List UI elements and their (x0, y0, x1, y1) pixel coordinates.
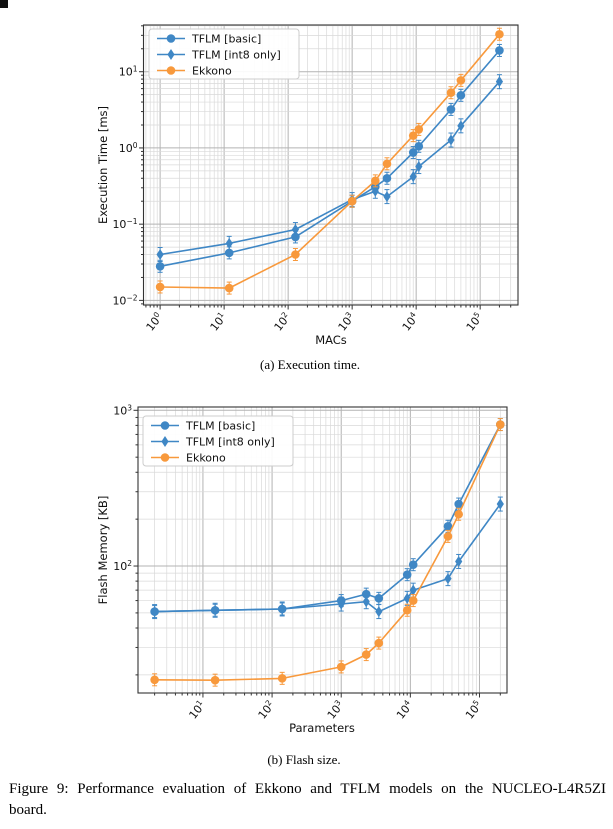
y-axis-label: Flash Memory [KB] (96, 496, 110, 605)
x-tick-label: 104 (399, 310, 422, 334)
subcaption-b: (b) Flash size. (267, 752, 341, 767)
x-axis-ticks (145, 305, 512, 310)
figure-caption: Figure 9: Performance evaluation of Ekko… (9, 779, 606, 820)
legend-label: Ekkono (186, 452, 226, 465)
y-tick-label: 10−1 (112, 217, 137, 231)
legend-label: TFLM [basic] (191, 33, 261, 46)
x-tick-label: 103 (324, 698, 347, 722)
x-tick-label: 101 (186, 698, 209, 722)
y-tick-label: 100 (119, 141, 138, 155)
x-tick-label: 105 (463, 310, 486, 334)
series-tflm-int8-only- (156, 74, 504, 262)
y-tick-label: 102 (113, 559, 132, 573)
y-tick-label: 101 (119, 65, 138, 79)
legend: TFLM [basic] TFLM [int8 only] Ekkono (148, 28, 300, 80)
page-corner-mark (0, 0, 8, 8)
x-tick-label: 105 (462, 698, 485, 722)
legend-label: Ekkono (192, 65, 232, 78)
subcaption-a: (a) Execution time. (260, 357, 360, 372)
x-tick-label: 103 (335, 310, 358, 334)
y-axis-ticks (133, 409, 138, 676)
execution-time-plot: 100 101 102 103 104 105 101 100 10−1 10−2 MACs Exec… (96, 24, 519, 347)
x-tick-label: 100 (143, 310, 166, 334)
x-axis-label: Parameters (289, 721, 355, 735)
legend-label: TFLM [int8 only] (191, 49, 281, 62)
plot-border (137, 406, 508, 694)
y-tick-label: 103 (113, 403, 132, 417)
figure-caption-line2: board. (9, 801, 47, 818)
series-ekkono (150, 418, 505, 687)
legend-label: TFLM [basic] (185, 420, 255, 433)
legend-label: TFLM [int8 only] (185, 436, 275, 449)
x-axis-ticks (154, 693, 501, 698)
y-tick-label: 10−2 (112, 293, 137, 307)
x-axis-label: MACs (315, 333, 347, 347)
figure-caption-line1: Figure 9: Performance evaluation of Ekko… (9, 781, 606, 797)
x-tick-label: 102 (255, 698, 278, 722)
y-axis-label: Execution Time [ms] (96, 106, 110, 224)
x-tick-label: 101 (207, 310, 230, 334)
y-axis-ticks (139, 25, 144, 305)
x-tick-label: 104 (393, 698, 416, 722)
x-tick-label: 102 (271, 310, 294, 334)
legend: TFLM [basic] TFLM [int8 only] Ekkono (142, 415, 294, 467)
flash-size-plot: 101 102 103 104 105 103 102 Parameters Flash Mem… (96, 403, 508, 735)
series-ekkono (155, 27, 504, 295)
